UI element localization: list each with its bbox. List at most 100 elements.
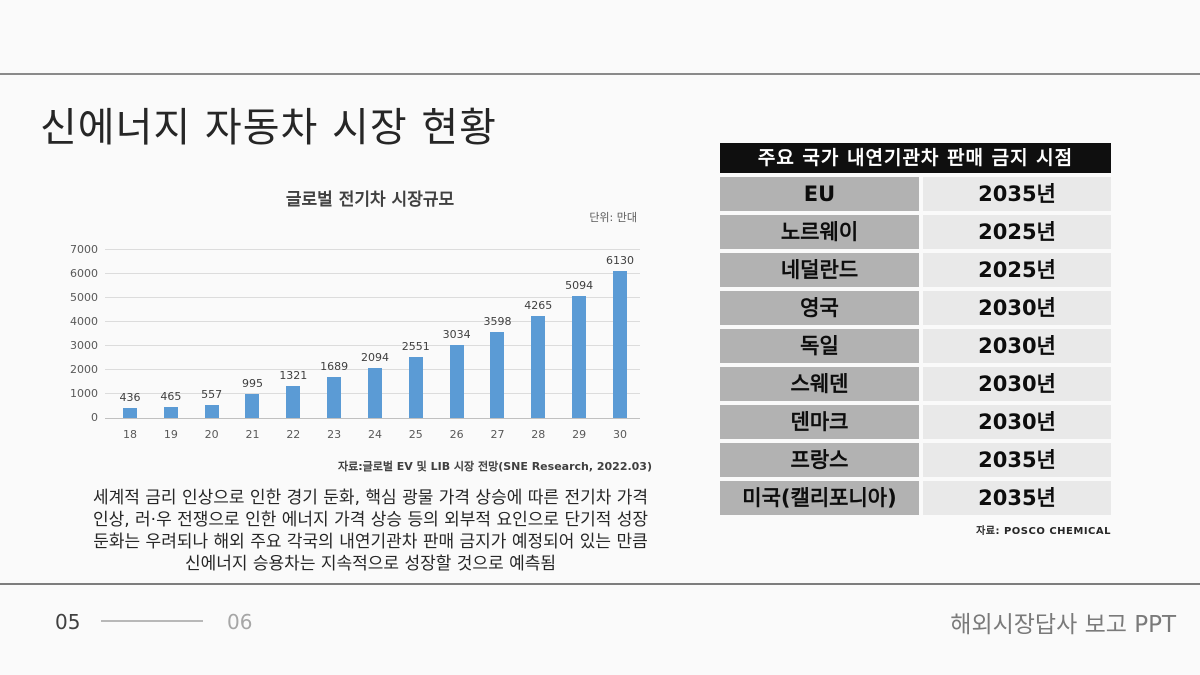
x-axis-label: 23 bbox=[327, 428, 342, 441]
table-row: 네덜란드 2025년 bbox=[720, 253, 1111, 287]
chart-y-axis: 0 1000 2000 3000 4000 5000 6000 7000 bbox=[45, 243, 98, 424]
top-divider bbox=[0, 73, 1200, 75]
ban-table-header: 주요 국가 내연기관차 판매 금지 시점 bbox=[720, 143, 1111, 173]
x-axis-label: 22 bbox=[286, 428, 301, 441]
bottom-divider bbox=[0, 583, 1200, 585]
chart-plot: 436 18 465 19 557 20 995 21 1321 22 1689 23 2094 24 25… bbox=[105, 249, 640, 441]
country-cell: 덴마크 bbox=[720, 405, 919, 439]
table-row: 미국(캘리포니아) 2035년 bbox=[720, 481, 1111, 515]
bar-value-label: 3034 bbox=[442, 328, 471, 341]
table-row: 노르웨이 2025년 bbox=[720, 215, 1111, 249]
commentary: 세계적 금리 인상으로 인한 경기 둔화, 핵심 광물 가격 상승에 따른 전기… bbox=[38, 487, 703, 575]
gridline bbox=[105, 345, 640, 346]
year-cell: 2030년 bbox=[923, 291, 1111, 325]
table-source: 자료: POSCO CHEMICAL bbox=[976, 526, 1111, 537]
x-axis-label: 26 bbox=[449, 428, 464, 441]
x-axis-label: 30 bbox=[612, 428, 627, 441]
y-axis-label: 2000 bbox=[70, 363, 98, 376]
bar-value-label: 436 bbox=[119, 391, 141, 404]
y-axis-label: 3000 bbox=[70, 339, 98, 352]
page-number-current: 05 bbox=[55, 610, 81, 634]
country-cell: EU bbox=[720, 177, 919, 211]
x-axis-label: 27 bbox=[490, 428, 505, 441]
bar bbox=[572, 296, 587, 418]
bar bbox=[286, 386, 301, 418]
bar-value-label: 6130 bbox=[605, 254, 634, 267]
bar bbox=[612, 271, 627, 418]
chart-unit-label: 단위: 만대 bbox=[589, 211, 637, 224]
x-axis-label: 21 bbox=[245, 428, 260, 441]
footer-title: 해외시장답사 보고 PPT bbox=[950, 612, 1176, 638]
chart-title: 글로벌 전기차 시장규모 bbox=[285, 190, 455, 210]
x-axis-label: 24 bbox=[367, 428, 382, 441]
year-cell: 2030년 bbox=[923, 329, 1111, 363]
bar bbox=[367, 368, 382, 418]
table-row: 덴마크 2030년 bbox=[720, 405, 1111, 439]
x-axis-label: 18 bbox=[123, 428, 137, 441]
year-cell: 2035년 bbox=[923, 481, 1111, 515]
commentary-line: 신에너지 승용차는 지속적으로 성장할 것으로 예측됨 bbox=[184, 554, 557, 574]
bar-value-label: 557 bbox=[201, 388, 223, 401]
x-axis-label: 29 bbox=[572, 428, 587, 441]
bar-value-label: 2094 bbox=[360, 351, 389, 364]
table-row: 프랑스 2035년 bbox=[720, 443, 1111, 477]
bar-value-label: 1321 bbox=[279, 369, 308, 382]
ban-table: 주요 국가 내연기관차 판매 금지 시점 EU 2035년 노르웨이 2025년 네덜란… bbox=[720, 143, 1111, 537]
y-axis-label: 5000 bbox=[70, 291, 98, 304]
y-axis-label: 6000 bbox=[70, 267, 98, 280]
year-cell: 2035년 bbox=[923, 443, 1111, 477]
x-axis-label: 28 bbox=[531, 428, 546, 441]
country-cell: 미국(캘리포니아) bbox=[720, 481, 919, 515]
bar bbox=[163, 407, 178, 418]
bar bbox=[531, 316, 546, 418]
country-cell: 독일 bbox=[720, 329, 919, 363]
year-cell: 2035년 bbox=[923, 177, 1111, 211]
gridline bbox=[105, 321, 640, 322]
year-cell: 2025년 bbox=[923, 215, 1111, 249]
gridline bbox=[105, 273, 640, 274]
y-axis-label: 4000 bbox=[70, 315, 98, 328]
chart-source: 자료:글로벌 EV 및 LIB 시장 전망(SNE Research, 2022… bbox=[337, 460, 652, 473]
country-cell: 노르웨이 bbox=[720, 215, 919, 249]
bar bbox=[204, 405, 219, 418]
x-axis-label: 25 bbox=[408, 428, 423, 441]
page-number-next: 06 bbox=[227, 610, 253, 634]
bar-value-label: 1689 bbox=[320, 360, 349, 373]
x-axis-label: 20 bbox=[204, 428, 219, 441]
year-cell: 2025년 bbox=[923, 253, 1111, 287]
country-cell: 영국 bbox=[720, 291, 919, 325]
year-cell: 2030년 bbox=[923, 367, 1111, 401]
page-progress-line bbox=[101, 620, 203, 622]
country-cell: 프랑스 bbox=[720, 443, 919, 477]
bar-value-label: 4265 bbox=[524, 299, 553, 312]
table-row: 영국 2030년 bbox=[720, 291, 1111, 325]
table-row: 스웨덴 2030년 bbox=[720, 367, 1111, 401]
country-cell: 네덜란드 bbox=[720, 253, 919, 287]
bar-value-label: 3598 bbox=[483, 315, 512, 328]
gridline bbox=[105, 297, 640, 298]
y-axis-label: 1000 bbox=[70, 387, 98, 400]
bar bbox=[408, 357, 423, 418]
y-axis-label: 7000 bbox=[70, 243, 98, 256]
bar bbox=[245, 394, 260, 418]
year-cell: 2030년 bbox=[923, 405, 1111, 439]
bar-value-label: 995 bbox=[241, 377, 263, 390]
bar-value-label: 5094 bbox=[565, 279, 594, 292]
ev-market-chart: 글로벌 전기차 시장규모 단위: 만대 0 1000 2000 3000 4000 500… bbox=[45, 183, 695, 455]
bar bbox=[123, 408, 137, 418]
bar-value-label: 465 bbox=[160, 390, 182, 403]
bar bbox=[449, 345, 464, 418]
commentary-line: 인상, 러·우 전쟁으로 인한 에너지 가격 상승 등의 외부적 요인으로 단기… bbox=[92, 510, 649, 530]
country-cell: 스웨덴 bbox=[720, 367, 919, 401]
page-title: 신에너지 자동차 시장 현황 bbox=[40, 105, 497, 151]
table-row: EU 2035년 bbox=[720, 177, 1111, 211]
bar bbox=[490, 332, 505, 418]
bar-value-label: 2551 bbox=[401, 340, 430, 353]
gridline bbox=[105, 249, 640, 250]
gridline bbox=[105, 418, 640, 419]
table-row: 독일 2030년 bbox=[720, 329, 1111, 363]
bar bbox=[327, 377, 342, 418]
y-axis-label: 0 bbox=[91, 411, 98, 424]
ban-table-body: EU 2035년 노르웨이 2025년 네덜란드 2025년 영국 2030년 독일 2030년 스… bbox=[720, 177, 1111, 515]
